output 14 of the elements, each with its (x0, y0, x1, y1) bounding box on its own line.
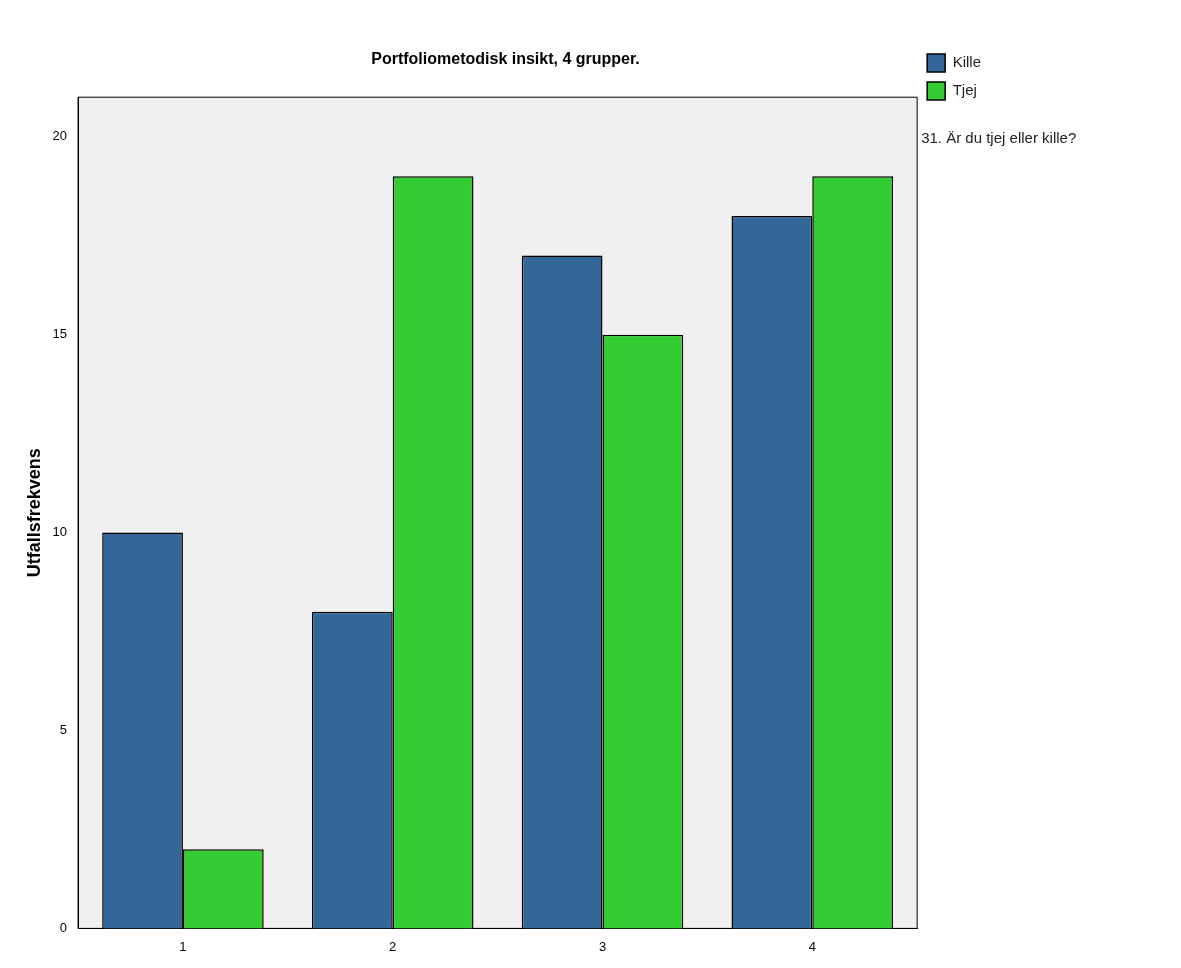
legend-label: Tjej (952, 81, 977, 99)
x-tick-label: 1 (179, 938, 187, 954)
chart-title: Portfoliometodisk insikt, 4 grupper. (371, 50, 640, 68)
y-tick-label: 0 (59, 919, 68, 935)
x-tick-label: 4 (808, 938, 816, 954)
y-tick-label: 10 (52, 524, 68, 540)
y-tick-label: 15 (52, 326, 68, 342)
x-tick-label: 2 (389, 938, 397, 954)
y-tick-label: 20 (52, 128, 68, 144)
y-tick-label: 5 (59, 722, 68, 738)
legend-title: 31. Är du tjej eller kille? (921, 128, 1077, 146)
x-tick-label: 3 (598, 938, 607, 954)
legend-label: Kille (952, 53, 982, 71)
y-axis-title: Utfallsfrekvens (23, 448, 44, 578)
